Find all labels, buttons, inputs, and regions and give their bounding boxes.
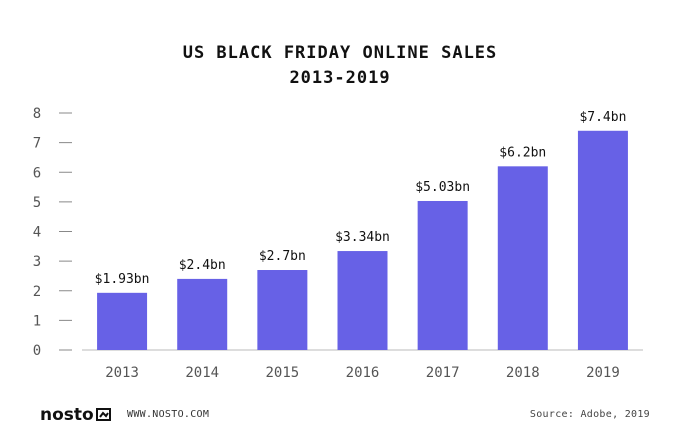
bar: [417, 200, 468, 350]
source-note: Source: Adobe, 2019: [529, 409, 650, 420]
bar: [257, 270, 308, 350]
data-label: $7.4bn: [579, 110, 626, 125]
y-tick-label: 0: [33, 343, 41, 359]
nosto-logo: nosto: [40, 405, 112, 425]
y-tick-label: 5: [33, 195, 41, 211]
footer-url: WWW.NOSTO.COM: [127, 409, 210, 420]
x-tick-label: 2015: [265, 365, 299, 381]
y-tick-label: 2: [33, 284, 41, 300]
y-tick-label: 1: [33, 313, 41, 329]
y-tick-label: 7: [33, 136, 41, 152]
logo-mark-icon: [95, 408, 111, 421]
x-tick-label: 2017: [426, 365, 460, 381]
data-label: $2.7bn: [259, 249, 306, 264]
x-tick-label: 2019: [586, 365, 620, 381]
data-label: $1.93bn: [95, 272, 150, 287]
x-tick-label: 2013: [105, 365, 139, 381]
chart-subtitle: 2013-2019: [289, 68, 391, 88]
y-tick-label: 6: [33, 165, 41, 181]
x-tick-label: 2016: [346, 365, 380, 381]
data-label: $5.03bn: [415, 180, 470, 195]
y-tick-label: 4: [33, 225, 41, 241]
chart-title: US BLACK FRIDAY ONLINE SALES: [182, 43, 498, 63]
data-label: $6.2bn: [499, 145, 546, 160]
bar: [177, 278, 228, 350]
bar: [337, 251, 388, 350]
y-tick-label: 3: [33, 254, 41, 270]
x-tick-label: 2018: [506, 365, 540, 381]
logo-text: nosto: [40, 405, 94, 425]
bar: [497, 166, 548, 350]
data-label: $3.34bn: [335, 230, 390, 245]
bar: [97, 292, 148, 350]
data-label: $2.4bn: [179, 258, 226, 273]
x-tick-label: 2014: [185, 365, 219, 381]
bar: [577, 130, 628, 350]
y-tick-label: 8: [33, 106, 41, 122]
